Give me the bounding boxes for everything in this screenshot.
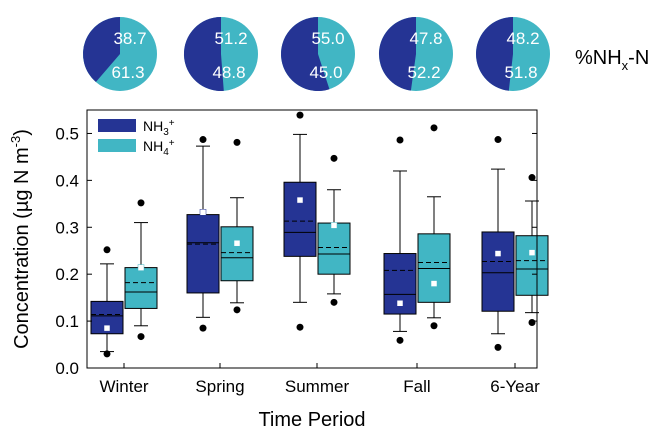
plot-frame (86, 109, 538, 369)
pie-spring: 51.2 48.8 (183, 16, 258, 91)
box-nh3-winter (90, 246, 124, 358)
y-tick-label: 0.4 (55, 171, 79, 190)
pie-label-nh3: 48.2 (506, 29, 539, 48)
y-tick-label: 0.1 (55, 312, 79, 331)
pie-slice-nh3 (183, 16, 224, 91)
box-nh4-fall (417, 124, 451, 330)
mean-marker (430, 280, 438, 287)
outlier-high (137, 199, 145, 207)
mean-marker (137, 264, 145, 271)
outlier-low (296, 323, 304, 331)
x-axis-title: Time Period (258, 409, 365, 429)
box-plot-area (90, 111, 549, 358)
box-nh3-spring (186, 136, 220, 332)
outlier-high (330, 154, 338, 162)
box-iqr (481, 231, 515, 312)
mean-marker (199, 209, 207, 216)
box-iqr (124, 267, 158, 309)
pie-label-nh3: 55.0 (311, 29, 344, 48)
legend-label-nh3: NH3+ (143, 118, 175, 138)
pie-label-nh3: 38.7 (113, 29, 146, 48)
outlier-high (103, 246, 111, 254)
mean-marker (296, 196, 304, 204)
x-tick-label: Spring (195, 377, 244, 396)
pie-chart-row: 38.7 61.3 51.2 48.8 55.0 45.0 47.8 52.2 48.2 51.8 (82, 16, 550, 92)
box-iqr (317, 222, 351, 275)
x-axis: Winter Spring Summer Fall 6-Year (99, 363, 540, 396)
outlier-high (233, 138, 241, 146)
pie-summer: 55.0 45.0 (280, 16, 355, 92)
pie-row-label: %NHx-N (575, 47, 649, 73)
box-nh4-spring (220, 138, 254, 314)
outlier-low (199, 324, 207, 332)
pie-label-nh4: 52.2 (407, 63, 440, 82)
pie-label-nh3: 47.8 (409, 29, 442, 48)
x-tick-label: Summer (285, 377, 350, 396)
x-tick-label: 6-Year (490, 377, 540, 396)
outlier-high (430, 124, 438, 132)
y-axis-title: Concentration (µg N m-3) (8, 129, 33, 349)
box-nh4-winter (124, 199, 158, 341)
box-nh4-summer (317, 154, 351, 306)
mean-marker (233, 239, 241, 247)
x-tick-label: Winter (99, 377, 148, 396)
box-iqr (383, 253, 417, 315)
outlier-high (396, 136, 404, 144)
box-iqr (220, 226, 254, 282)
y-axis-title-superscript: -3 (8, 136, 23, 148)
outlier-low (137, 333, 145, 341)
outlier-high (296, 111, 304, 119)
box-nh3-6-year (481, 136, 515, 351)
outlier-high (494, 136, 502, 144)
outlier-high (199, 136, 207, 144)
outlier-low (233, 306, 241, 314)
pie-fall: 47.8 52.2 (378, 16, 453, 91)
y-tick-label: 0.5 (55, 124, 79, 143)
pie-slice-nh3 (82, 16, 120, 83)
outlier-high (528, 174, 536, 182)
mean-marker (103, 324, 111, 332)
legend-swatch-nh3 (98, 119, 136, 132)
box-iqr (515, 235, 549, 296)
legend-swatch-nh4 (98, 139, 136, 152)
outlier-low (330, 298, 338, 306)
legend: NH3+NH4+ (98, 118, 175, 158)
y-axis: 0.0 0.1 0.2 0.3 0.4 0.5 (55, 124, 537, 378)
box-nh3-fall (383, 136, 417, 344)
pie-label-nh4: 48.8 (212, 63, 245, 82)
mean-marker (528, 249, 536, 256)
outlier-low (430, 322, 438, 330)
pie-label-nh3: 51.2 (214, 29, 247, 48)
box-iqr (186, 214, 220, 294)
outlier-low (396, 336, 404, 344)
mean-marker (494, 250, 502, 257)
y-tick-label: 0.0 (55, 359, 79, 378)
outlier-low (528, 318, 536, 326)
mean-marker (330, 222, 338, 229)
y-tick-label: 0.3 (55, 218, 79, 237)
y-tick-label: 0.2 (55, 265, 79, 284)
x-tick-label: Fall (403, 377, 430, 396)
box-iqr (283, 181, 317, 257)
pie-slice-nh3 (378, 16, 416, 91)
box-nh3-summer (283, 111, 317, 331)
pie-label-nh4: 61.3 (111, 63, 144, 82)
pie-label-nh4: 45.0 (309, 63, 342, 82)
pie-slice-nh3 (476, 17, 513, 91)
pie-row-label-subscript: x (622, 58, 629, 73)
box-nh4-6-year (515, 174, 549, 326)
legend-label-nh4: NH4+ (143, 138, 175, 158)
outlier-low (103, 350, 111, 358)
pie-winter: 38.7 61.3 (82, 16, 157, 91)
outlier-low (494, 343, 502, 351)
box-iqr (90, 300, 124, 335)
mean-marker (396, 300, 404, 307)
pie-label-nh4: 51.8 (504, 63, 537, 82)
pie-6-year: 48.2 51.8 (476, 17, 550, 91)
pie-slice-nh3 (280, 16, 330, 92)
